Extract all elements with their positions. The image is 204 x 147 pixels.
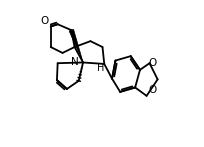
Text: O: O	[147, 85, 155, 95]
Polygon shape	[69, 29, 83, 62]
Text: N: N	[70, 57, 78, 67]
Text: H: H	[97, 63, 104, 73]
Text: O: O	[147, 58, 155, 68]
Text: O: O	[41, 16, 49, 26]
